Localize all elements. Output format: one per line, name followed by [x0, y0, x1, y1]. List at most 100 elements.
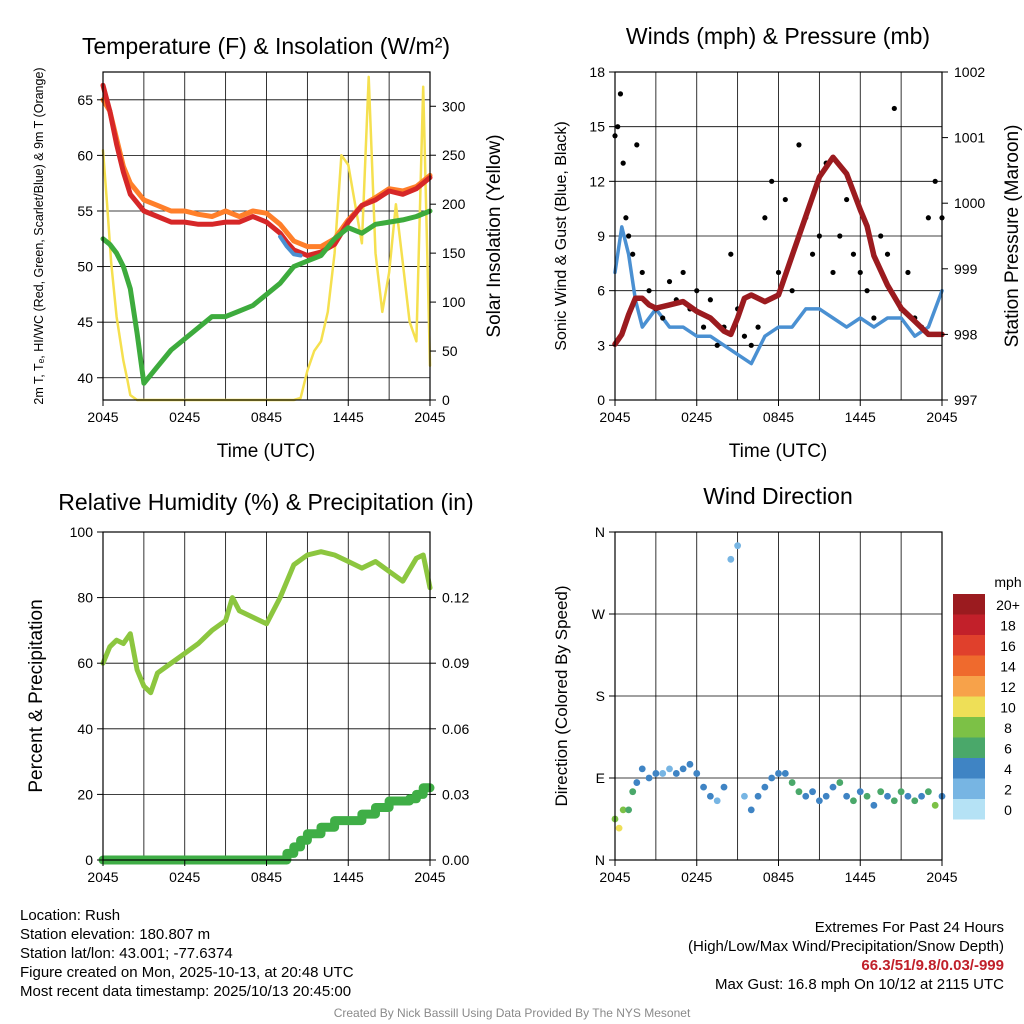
gust-point — [755, 324, 761, 330]
winds-panel-title: Winds (mph) & Pressure (mb) — [626, 23, 930, 49]
colorbar-swatch — [953, 594, 985, 615]
x-tick-label: 0845 — [763, 409, 794, 425]
gust-point — [850, 251, 857, 257]
colorbar-label: 12 — [1000, 679, 1016, 695]
temperature-panel-title: Temperature (F) & Insolation (W/m²) — [82, 33, 450, 59]
y-tick-label: 0 — [85, 852, 93, 868]
direction-point — [652, 770, 660, 777]
gust-point — [857, 269, 863, 276]
direction-series — [611, 542, 946, 832]
gust-point — [623, 215, 629, 221]
y2-tick-label: 0.00 — [442, 852, 469, 868]
gust-point — [878, 233, 884, 239]
gust-point — [871, 315, 877, 321]
colorbar-label: 6 — [1004, 741, 1012, 757]
temperature-grid — [102, 72, 431, 400]
gust-point — [830, 269, 836, 276]
y2-tick-label: 0.09 — [442, 655, 469, 671]
direction-panel-title: Wind Direction — [703, 483, 853, 509]
y2-tick-label: 1002 — [954, 64, 985, 80]
y-tick-label: 3 — [597, 337, 605, 353]
gust-point — [666, 278, 673, 285]
direction-point — [802, 792, 810, 800]
direction-point — [638, 765, 646, 773]
y-tick-label: 15 — [589, 119, 605, 135]
x-tick-label: 2045 — [926, 869, 957, 885]
speed-colorbar: mph 20+ 18 16 14 12 10 8 6 4 2 0 — [953, 574, 1022, 820]
y2-tick-label: 1000 — [954, 195, 985, 211]
colorbar-swatch — [953, 614, 985, 635]
credit-line: Created By Nick Bassill Using Data Provi… — [333, 1006, 691, 1020]
gust-point — [748, 342, 754, 348]
temperature-2m-line — [100, 82, 433, 258]
x-tick-label: 0845 — [251, 409, 282, 425]
direction-point — [911, 797, 919, 805]
direction-point — [924, 788, 932, 796]
direction-point — [619, 806, 627, 814]
gust-point — [626, 233, 632, 239]
extremes-subtitle: (High/Low/Max Wind/Precipitation/Snow De… — [688, 938, 1004, 955]
direction-point — [863, 792, 871, 800]
colorbar-swatch — [953, 696, 985, 717]
x-tick-label: 0245 — [681, 869, 712, 885]
direction-point — [700, 783, 707, 791]
gust-point — [694, 288, 700, 294]
colorbar-label: 20+ — [996, 597, 1020, 613]
y-tick-label: 40 — [77, 721, 93, 737]
direction-point — [693, 770, 701, 777]
direction-point — [850, 797, 857, 805]
direction-point — [645, 774, 653, 782]
direction-point — [633, 779, 641, 786]
gust-point — [762, 215, 768, 221]
gust-point — [796, 142, 802, 148]
y-tick-label: 45 — [77, 314, 93, 330]
gust-point — [925, 215, 931, 221]
humidity-ticks: 2045 0245 0845 1445 20450204060801000.000.03… — [70, 524, 470, 885]
direction-point — [734, 542, 742, 550]
insolation-line — [101, 75, 432, 402]
direction-grid — [614, 531, 943, 861]
gust-point — [660, 315, 666, 321]
direction-point — [615, 824, 623, 832]
humidity-panel: Relative Humidity (%) & Precipitation (i… — [26, 489, 474, 885]
direction-point — [768, 774, 776, 782]
y-tick-label: 12 — [589, 173, 605, 189]
y-tick-label: 65 — [77, 92, 93, 108]
y2-tick-label: 200 — [442, 196, 466, 212]
colorbar-swatch — [953, 799, 985, 820]
x-tick-label: 2045 — [926, 409, 957, 425]
max-gust: Max Gust: 16.8 mph On 10/12 at 2115 UTC — [714, 976, 1004, 993]
colorbar-label: 18 — [1000, 618, 1016, 634]
x-tick-label: 0245 — [169, 409, 200, 425]
gust-point — [741, 333, 748, 339]
direction-point — [815, 797, 823, 805]
colorbar-label: 14 — [1000, 659, 1016, 675]
y-tick-label: 40 — [77, 370, 93, 386]
x-tick-label: 2045 — [414, 869, 445, 885]
direction-point — [829, 783, 837, 791]
direction-point — [795, 788, 803, 796]
direction-point — [870, 801, 878, 809]
direction-point — [809, 788, 816, 796]
colorbar-swatch — [953, 635, 985, 656]
gust-point — [630, 251, 636, 257]
temperature-series — [100, 75, 433, 402]
gust-point — [680, 269, 686, 276]
y-tick-label: 100 — [70, 524, 94, 540]
x-tick-label: 1445 — [333, 869, 364, 885]
y2-tick-label: 0.03 — [442, 786, 469, 802]
direction-point — [706, 792, 714, 800]
y-tick-label: 20 — [77, 786, 93, 802]
direction-point — [713, 797, 721, 805]
pressure-line — [612, 154, 945, 347]
gust-point — [905, 269, 911, 276]
colorbar-swatch — [953, 676, 985, 697]
gust-point — [782, 196, 788, 203]
temperature-panel: Temperature (F) & Insolation (W/m²) 2045… — [32, 33, 505, 462]
y2-tick-label: 998 — [954, 326, 978, 342]
winds-ylabel-left: Sonic Wind & Gust (Blue, Black) — [553, 121, 570, 350]
direction-point — [822, 792, 830, 800]
gust-point — [816, 233, 822, 239]
y2-tick-label: 250 — [442, 147, 466, 163]
